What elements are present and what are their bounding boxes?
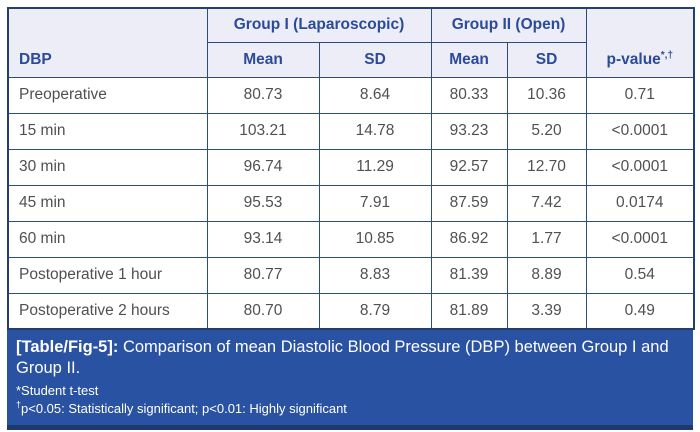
table-row-30min: 30 min 96.74 11.29 92.57 12.70 <0.0001 <box>7 148 695 186</box>
cell-g2-sd: 10.36 <box>506 76 587 114</box>
cell-pvalue: 0.71 <box>585 76 695 114</box>
cell-g2-sd: 8.89 <box>506 256 587 294</box>
figure-tag: [Table/Fig-5]: <box>16 338 119 356</box>
col-header-dbp: DBP <box>7 7 208 78</box>
cell-g2-sd: 5.20 <box>506 112 587 150</box>
col-header-group2-mean: Mean <box>430 41 508 78</box>
cell-g2-mean: 93.23 <box>430 112 508 150</box>
cell-g2-sd: 7.42 <box>506 184 587 222</box>
footnote-significance: †p<0.05: Statistically significant; p<0.… <box>16 400 684 418</box>
cell-g1-mean: 95.53 <box>206 184 320 222</box>
table-row-45min: 45 min 95.53 7.91 87.59 7.42 0.0174 <box>7 184 695 222</box>
table-row-15min: 15 min 103.21 14.78 93.23 5.20 <0.0001 <box>7 112 695 150</box>
cell-g1-mean: 93.14 <box>206 220 320 258</box>
figure-caption: [Table/Fig-5]: Comparison of mean Diasto… <box>16 337 671 379</box>
cell-g1-sd: 10.85 <box>318 220 432 258</box>
cell-g1-sd: 8.83 <box>318 256 432 294</box>
cell-pvalue: <0.0001 <box>585 148 695 186</box>
cell-g1-sd: 8.64 <box>318 76 432 114</box>
table-row-postop-2hours: Postoperative 2 hours 80.70 8.79 81.89 3… <box>7 292 695 330</box>
table-figure: DBP Group I (Laparoscopic) Group II (Ope… <box>7 7 696 431</box>
row-label: 45 min <box>7 184 208 222</box>
cell-g1-sd: 7.91 <box>318 184 432 222</box>
pvalue-header-label: p-value <box>606 50 661 68</box>
table-row-60min: 60 min 93.14 10.85 86.92 1.77 <0.0001 <box>7 220 695 258</box>
col-header-pvalue: p-value*,† <box>585 7 695 78</box>
cell-pvalue: 0.54 <box>585 256 695 294</box>
footnote-text: p<0.05: Statistically significant; p<0.0… <box>21 401 347 417</box>
col-header-group1: Group I (Laparoscopic) <box>206 7 432 43</box>
cell-g2-mean: 86.92 <box>430 220 508 258</box>
cell-g1-mean: 80.70 <box>206 292 320 330</box>
header-group-row: DBP Group I (Laparoscopic) Group II (Ope… <box>7 7 695 78</box>
col-header-group1-mean: Mean <box>206 41 320 78</box>
dagger-symbol: † <box>16 399 22 410</box>
table-row-preoperative: Preoperative 80.73 8.64 80.33 10.36 0.71 <box>7 76 695 114</box>
cell-g1-mean: 103.21 <box>206 112 320 150</box>
cell-g2-mean: 81.89 <box>430 292 508 330</box>
cell-g2-sd: 3.39 <box>506 292 587 330</box>
cell-g2-mean: 87.59 <box>430 184 508 222</box>
cell-pvalue: <0.0001 <box>585 220 695 258</box>
cell-pvalue: 0.49 <box>585 292 695 330</box>
dbp-comparison-table: DBP Group I (Laparoscopic) Group II (Ope… <box>7 7 696 330</box>
caption-footer: [Table/Fig-5]: Comparison of mean Diasto… <box>7 330 693 431</box>
cell-g2-mean: 81.39 <box>430 256 508 294</box>
cell-g1-mean: 96.74 <box>206 148 320 186</box>
row-label: 30 min <box>7 148 208 186</box>
row-label: 15 min <box>7 112 208 150</box>
cell-g1-mean: 80.73 <box>206 76 320 114</box>
cell-g2-mean: 80.33 <box>430 76 508 114</box>
pvalue-header-superscript: *,† <box>660 49 674 61</box>
row-label: Preoperative <box>7 76 208 114</box>
footnote-text: *Student t-test <box>16 383 99 399</box>
header-sub-row: Mean SD Mean SD <box>8 41 694 78</box>
cell-g2-sd: 12.70 <box>506 148 587 186</box>
row-label: Postoperative 2 hours <box>7 292 208 330</box>
cell-g1-sd: 11.29 <box>318 148 432 186</box>
cell-pvalue: <0.0001 <box>585 112 695 150</box>
col-header-group2-sd: SD <box>506 41 587 78</box>
cell-g1-sd: 14.78 <box>318 112 432 150</box>
cell-g2-mean: 92.57 <box>430 148 508 186</box>
col-header-group1-sd: SD <box>318 41 432 78</box>
col-header-group2: Group II (Open) <box>430 7 587 43</box>
caption-text: Comparison of mean Diastolic Blood Press… <box>16 338 669 378</box>
cell-g2-sd: 1.77 <box>506 220 587 258</box>
row-label: 60 min <box>7 220 208 258</box>
table-row-postop-1hour: Postoperative 1 hour 80.77 8.83 81.39 8.… <box>7 256 695 294</box>
cell-g1-sd: 8.79 <box>318 292 432 330</box>
footnote-student-ttest: *Student t-test <box>16 382 684 400</box>
cell-g1-mean: 80.77 <box>206 256 320 294</box>
cell-pvalue: 0.0174 <box>585 184 695 222</box>
row-label: Postoperative 1 hour <box>7 256 208 294</box>
